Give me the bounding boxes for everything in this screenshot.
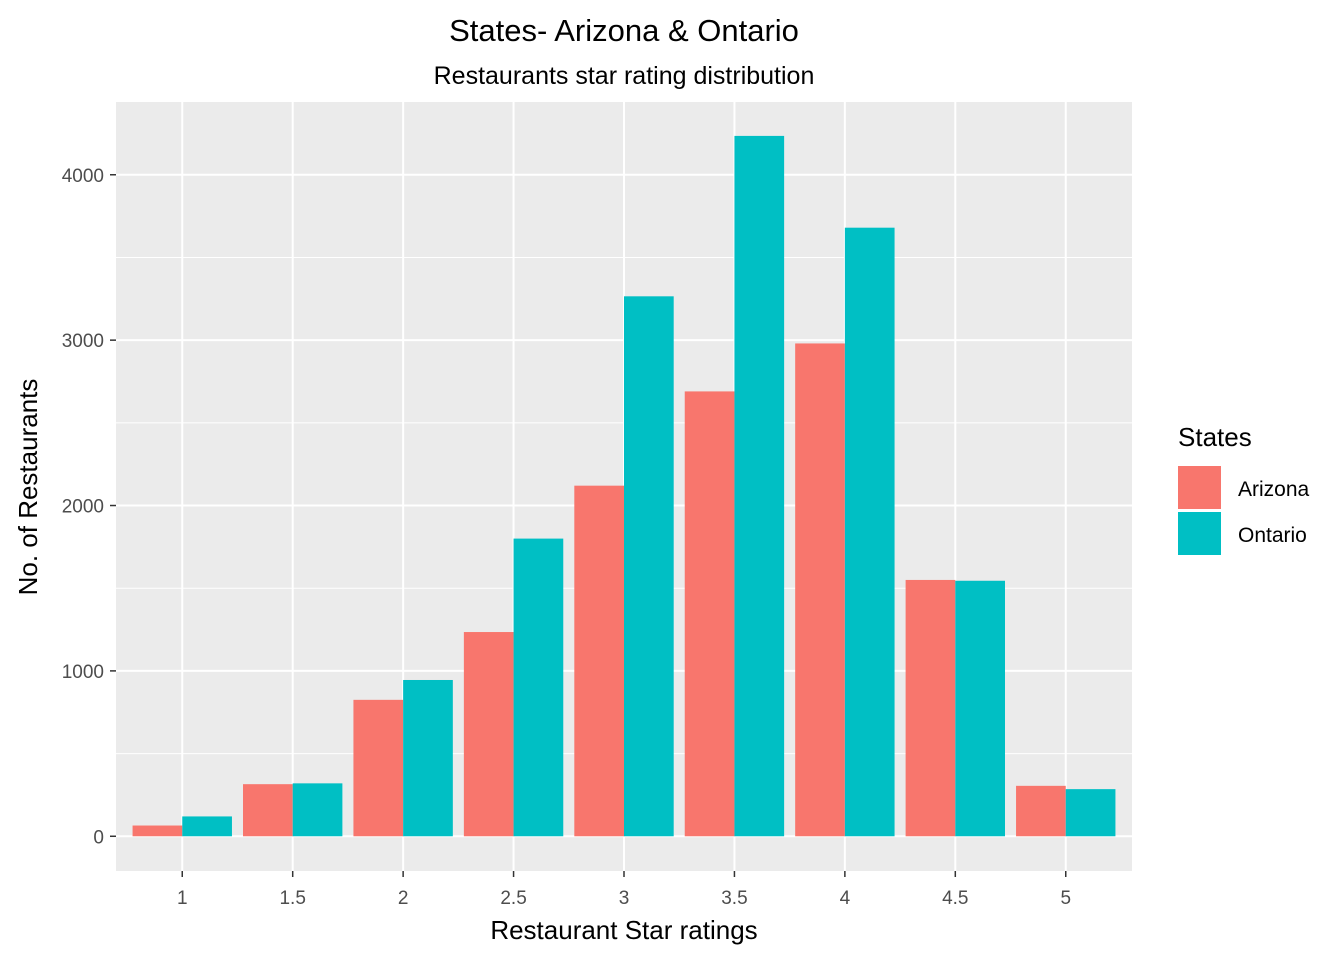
bars — [132, 135, 1116, 837]
x-tick-label: 5 — [1060, 888, 1071, 909]
x-tick-label: 4.5 — [942, 888, 968, 909]
y-tick-label: 2000 — [62, 497, 104, 518]
x-tick-label: 2.5 — [500, 888, 526, 909]
legend-label-ontario: Ontario — [1238, 524, 1307, 547]
bar-ontario-1.5 — [292, 783, 343, 837]
bar-arizona-1 — [132, 825, 183, 837]
bar-arizona-3 — [574, 485, 624, 837]
y-axis: 0 1000 2000 3000 4000 — [62, 166, 116, 848]
x-tick-label: 4 — [840, 888, 851, 909]
bar-ontario-2.5 — [513, 538, 564, 837]
chart-title: States- Arizona & Ontario — [449, 13, 799, 48]
x-tick-label: 1.5 — [279, 888, 305, 909]
y-tick-label: 3000 — [62, 331, 104, 352]
bar-ontario-3.5 — [734, 135, 785, 837]
legend-label-arizona: Arizona — [1238, 478, 1310, 501]
legend: States Arizona Ontario — [1178, 422, 1310, 555]
bar-ontario-5 — [1065, 789, 1116, 837]
x-tick-label: 2 — [398, 888, 409, 909]
chart-subtitle: Restaurants star rating distribution — [434, 62, 815, 90]
y-axis-title: No. of Restaurants — [13, 379, 43, 596]
legend-title: States — [1178, 422, 1252, 452]
legend-key-ontario — [1178, 512, 1221, 555]
x-tick-label: 1 — [177, 888, 188, 909]
x-tick-label: 3 — [619, 888, 630, 909]
bar-arizona-3.5 — [684, 391, 735, 837]
x-axis-title: Restaurant Star ratings — [490, 915, 757, 945]
bar-arizona-4.5 — [905, 579, 956, 837]
bar-ontario-1 — [182, 816, 232, 837]
bar-ontario-4.5 — [955, 580, 1005, 837]
y-tick-label: 0 — [93, 827, 104, 848]
x-tick-label: 3.5 — [721, 888, 747, 909]
x-axis: 1 1.5 2 2.5 3 3.5 4 4.5 5 — [177, 871, 1071, 909]
y-tick-label: 4000 — [62, 166, 104, 187]
bar-arizona-1.5 — [243, 784, 293, 837]
bar-arizona-2.5 — [463, 632, 514, 837]
bar-ontario-4 — [844, 227, 895, 837]
legend-key-arizona — [1178, 466, 1221, 509]
bar-ontario-2 — [403, 679, 453, 837]
y-tick-label: 1000 — [62, 662, 104, 683]
bar-arizona-5 — [1016, 785, 1066, 837]
bar-arizona-2 — [353, 699, 404, 837]
bar-ontario-3 — [624, 296, 674, 837]
bar-arizona-4 — [795, 343, 845, 837]
